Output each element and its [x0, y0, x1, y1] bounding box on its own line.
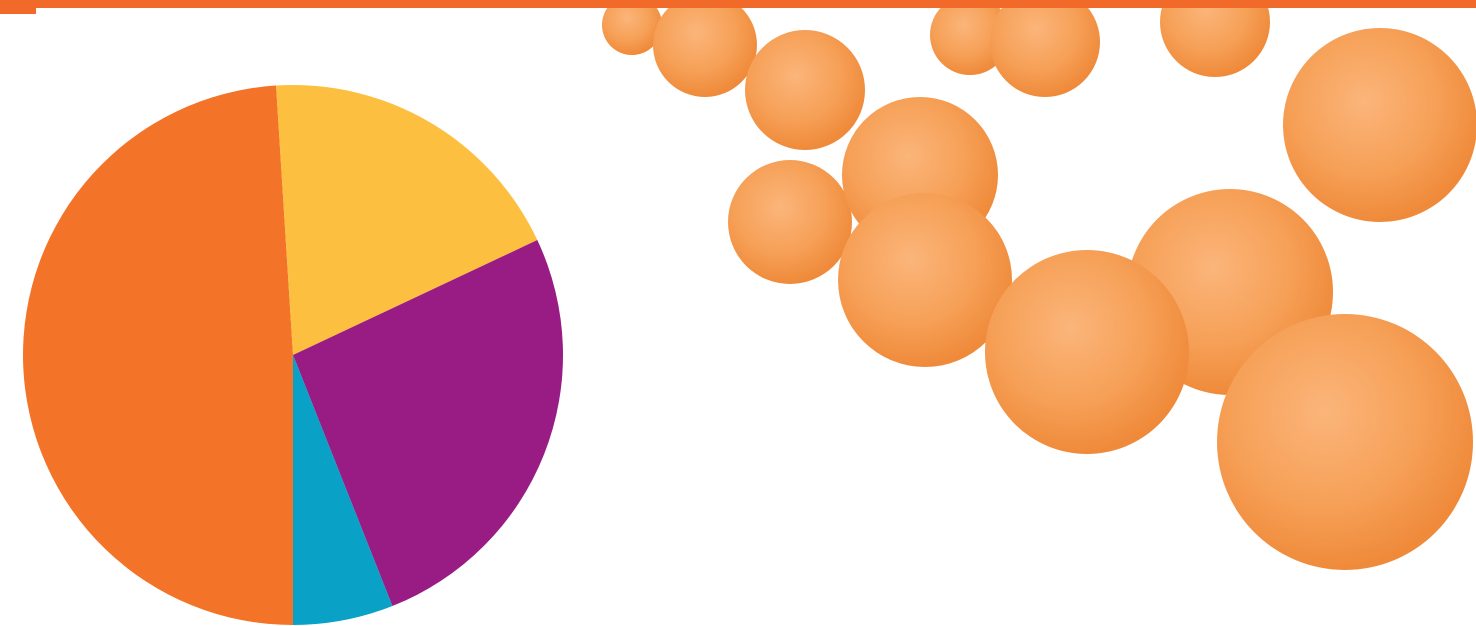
pie	[23, 85, 563, 626]
pie-slice	[276, 85, 538, 355]
top-bar-tab	[0, 0, 36, 14]
pie-slice	[293, 355, 393, 625]
top-bar	[0, 0, 1476, 8]
pie-slice	[23, 85, 294, 626]
pie-slice	[293, 240, 563, 607]
decorative-image	[602, 0, 1476, 570]
